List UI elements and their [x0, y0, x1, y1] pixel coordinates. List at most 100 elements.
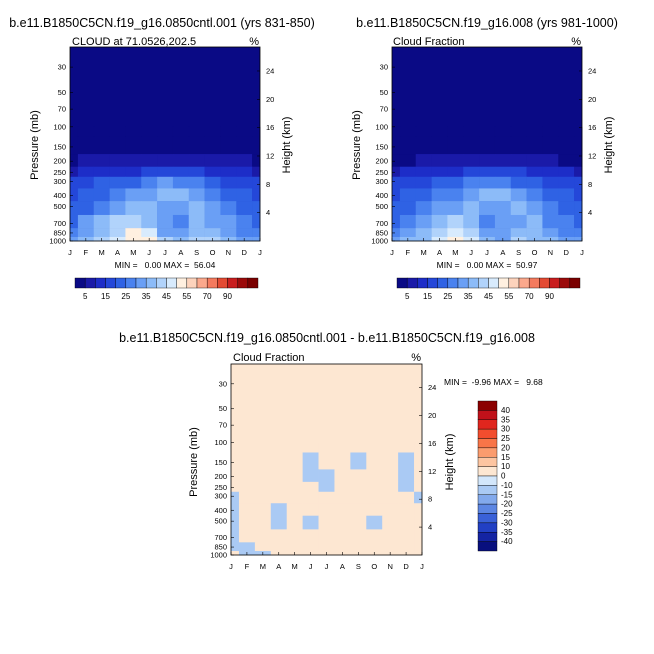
field-cell [77, 214, 95, 229]
field-cell [204, 214, 221, 229]
field-cell [558, 176, 575, 189]
field-cell [366, 503, 383, 517]
field-cell [463, 176, 480, 189]
field-cell [70, 201, 79, 216]
x-tick-label: J [309, 562, 313, 571]
y-tick-label: 250 [214, 483, 227, 492]
panel-1-colorbar: 5 15 25 35 45 55 70 90 [74, 277, 259, 301]
field-cell [574, 176, 583, 189]
field-cell [447, 188, 464, 202]
field-cell [109, 201, 126, 216]
field-cell [318, 515, 335, 530]
field-cell [414, 469, 423, 483]
field-cell [350, 491, 367, 504]
x-tick-label: A [178, 248, 183, 257]
field-cell [318, 529, 335, 543]
field-cell [270, 529, 288, 543]
field-cell [350, 515, 367, 530]
colorbar-label: -15 [501, 490, 513, 499]
field-cell [157, 228, 174, 238]
field-cell [350, 529, 367, 543]
field-cell [157, 176, 174, 189]
x-tick-label: A [340, 562, 345, 571]
field-cell [318, 503, 335, 517]
panel-3-title: b.e11.B1850C5CN.f19_g16.0850cntl.001 - b… [119, 331, 535, 345]
colorbar-swatch [477, 541, 498, 552]
field-cell [172, 188, 190, 202]
panel-1-title: b.e11.B1850C5CN.f19_g16.0850cntl.001 (yr… [9, 16, 315, 30]
field-cell [463, 126, 480, 138]
colorbar-swatch [74, 277, 86, 289]
field-cell [414, 542, 423, 552]
field-cell [93, 228, 110, 238]
field-cell [238, 515, 256, 530]
field-cell [382, 515, 399, 530]
field-cell [382, 491, 399, 504]
field-cell [463, 214, 480, 229]
y-tick-label: 70 [219, 421, 227, 430]
y-tick-label: 200 [53, 157, 66, 166]
panel-1-subtitle: CLOUD at 71.0526,202.5 [72, 36, 196, 48]
field-cell [574, 136, 583, 155]
field-cell [350, 503, 367, 517]
field-cell [542, 214, 559, 229]
x-tick-label: M [421, 248, 427, 257]
x-tick-label: N [226, 248, 231, 257]
colorbar-swatch [125, 277, 137, 289]
y-tick-label: 100 [214, 438, 227, 447]
x-tick-label: J [485, 248, 489, 257]
x-tick-label: F [245, 562, 250, 571]
field-cell [334, 452, 351, 470]
colorbar-swatch [105, 277, 116, 289]
field-cell [70, 166, 79, 178]
field-cell [366, 529, 383, 543]
field-cell [157, 166, 174, 178]
field-cell [447, 154, 464, 168]
field-cell [220, 166, 237, 178]
field-cell [252, 188, 261, 202]
field-cell [399, 136, 417, 155]
field-cell [77, 166, 95, 178]
panel-3: b.e11.B1850C5CN.f19_g16.0850cntl.001 - b… [119, 331, 543, 571]
field-cell [109, 136, 126, 155]
field-cell [302, 452, 319, 470]
field-cell [392, 154, 401, 168]
field-cell [302, 503, 319, 517]
y-tick-label: 300 [53, 177, 66, 186]
field-cell [286, 469, 303, 483]
field-cell [574, 236, 583, 242]
panel-3-contour-field [231, 364, 423, 556]
field-cell [238, 503, 256, 517]
field-cell [318, 442, 335, 453]
colorbar-swatch [247, 277, 259, 289]
field-cell [70, 154, 79, 168]
colorbar-swatch [569, 277, 581, 289]
colorbar-label: 30 [501, 425, 510, 434]
field-cell [125, 176, 142, 189]
colorbar-swatch [166, 277, 177, 289]
y-tick-label: 150 [214, 458, 227, 467]
field-cell [157, 136, 174, 155]
field-cell [70, 136, 79, 155]
colorbar-label: -40 [501, 537, 513, 546]
colorbar-swatch [477, 400, 498, 411]
colorbar-label: 35 [142, 292, 151, 301]
y-tick-label: 300 [375, 177, 388, 186]
colorbar-swatch [196, 277, 208, 289]
field-cell [350, 452, 367, 470]
y-right-tick-label: 4 [266, 208, 270, 217]
y-tick-label: 150 [53, 142, 66, 151]
field-cell [366, 481, 383, 493]
field-cell [252, 214, 261, 229]
field-cell [252, 228, 261, 238]
field-cell [414, 481, 423, 493]
field-cell [93, 176, 110, 189]
field-cell [188, 228, 205, 238]
field-cell [542, 166, 559, 178]
colorbar-swatch [477, 428, 498, 439]
field-cell [70, 126, 79, 138]
y-tick-label: 100 [375, 122, 388, 131]
field-cell [542, 228, 559, 238]
field-cell [188, 214, 205, 229]
